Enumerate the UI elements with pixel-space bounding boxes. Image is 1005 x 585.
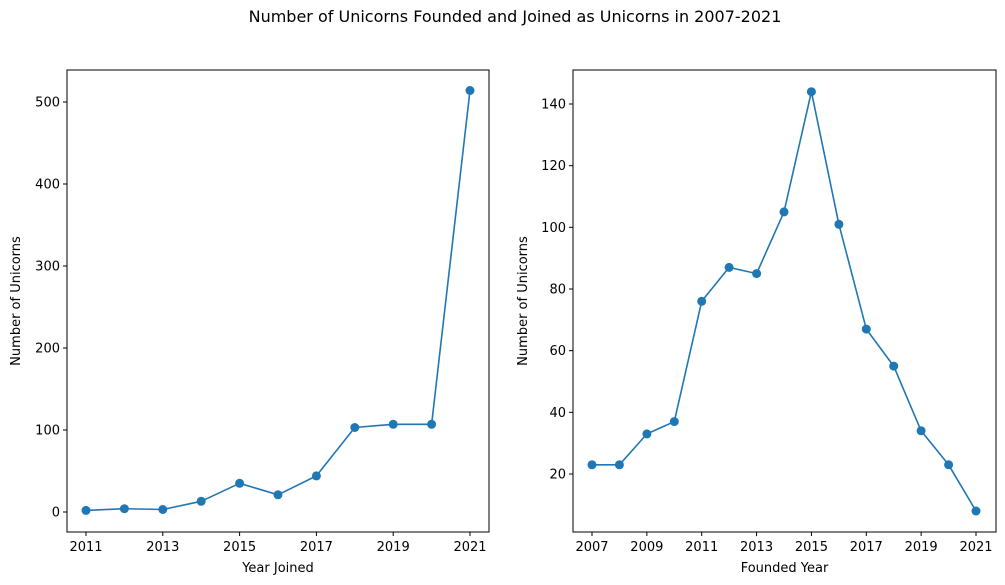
data-point <box>806 87 816 97</box>
data-point <box>119 504 129 514</box>
x-axis-label: Year Joined <box>241 561 314 576</box>
y-tick-label: 100 <box>541 221 566 236</box>
data-point <box>669 417 679 427</box>
x-tick-label: 2017 <box>850 540 883 555</box>
data-point <box>752 269 762 279</box>
data-point <box>350 423 360 432</box>
series-line <box>85 90 471 512</box>
data-point <box>388 419 398 429</box>
data-point <box>273 490 283 500</box>
data-point <box>158 505 168 514</box>
y-tick-label: 60 <box>549 344 566 359</box>
data-point <box>587 460 597 470</box>
x-tick-label: 2021 <box>453 540 486 555</box>
data-point <box>779 207 789 217</box>
x-tick-label: 2021 <box>959 540 992 555</box>
y-tick-label: 200 <box>35 342 60 357</box>
data-point <box>465 86 475 95</box>
data-point <box>427 419 437 429</box>
y-tick-label: 400 <box>35 178 60 193</box>
y-axis-label: Number of Unicorns <box>9 236 24 366</box>
y-tick-label: 100 <box>35 424 60 439</box>
data-point <box>235 478 245 488</box>
x-axis-label: Founded Year <box>741 561 829 576</box>
series-line <box>592 90 977 512</box>
x-tick-label: 2011 <box>685 540 718 555</box>
data-point <box>196 496 206 506</box>
x-tick-label: 2013 <box>740 540 773 555</box>
data-point <box>614 460 624 470</box>
y-tick-label: 0 <box>52 506 60 521</box>
data-point <box>724 262 734 272</box>
data-point <box>861 324 871 334</box>
y-tick-label: 40 <box>549 406 566 421</box>
x-tick-label: 2019 <box>905 540 938 555</box>
y-axis-label: Number of Unicorns <box>516 236 531 366</box>
data-point <box>311 471 321 481</box>
x-tick-label: 2017 <box>300 540 333 555</box>
x-tick-label: 2015 <box>223 540 256 555</box>
data-point <box>916 426 926 436</box>
y-tick-label: 80 <box>549 283 566 298</box>
y-tick-label: 120 <box>541 159 566 174</box>
data-point <box>697 296 707 306</box>
data-point <box>944 460 954 470</box>
x-tick-label: 2013 <box>146 540 179 555</box>
x-tick-label: 2015 <box>795 540 828 555</box>
data-point <box>834 219 844 229</box>
y-tick-label: 500 <box>35 96 60 111</box>
x-tick-label: 2011 <box>69 540 102 555</box>
data-point <box>81 505 91 515</box>
data-point <box>971 506 981 516</box>
y-tick-label: 140 <box>541 98 566 113</box>
figure-title: Number of Unicorns Founded and Joined as… <box>248 7 782 26</box>
x-tick-label: 2019 <box>377 540 410 555</box>
data-point <box>889 361 899 371</box>
plot-frame-1 <box>66 69 490 533</box>
y-tick-label: 300 <box>35 260 60 275</box>
x-tick-label: 2009 <box>630 540 663 555</box>
x-tick-label: 2007 <box>575 540 608 555</box>
y-tick-label: 20 <box>549 468 566 483</box>
plot-frame-2 <box>572 69 997 533</box>
data-point <box>642 429 652 439</box>
